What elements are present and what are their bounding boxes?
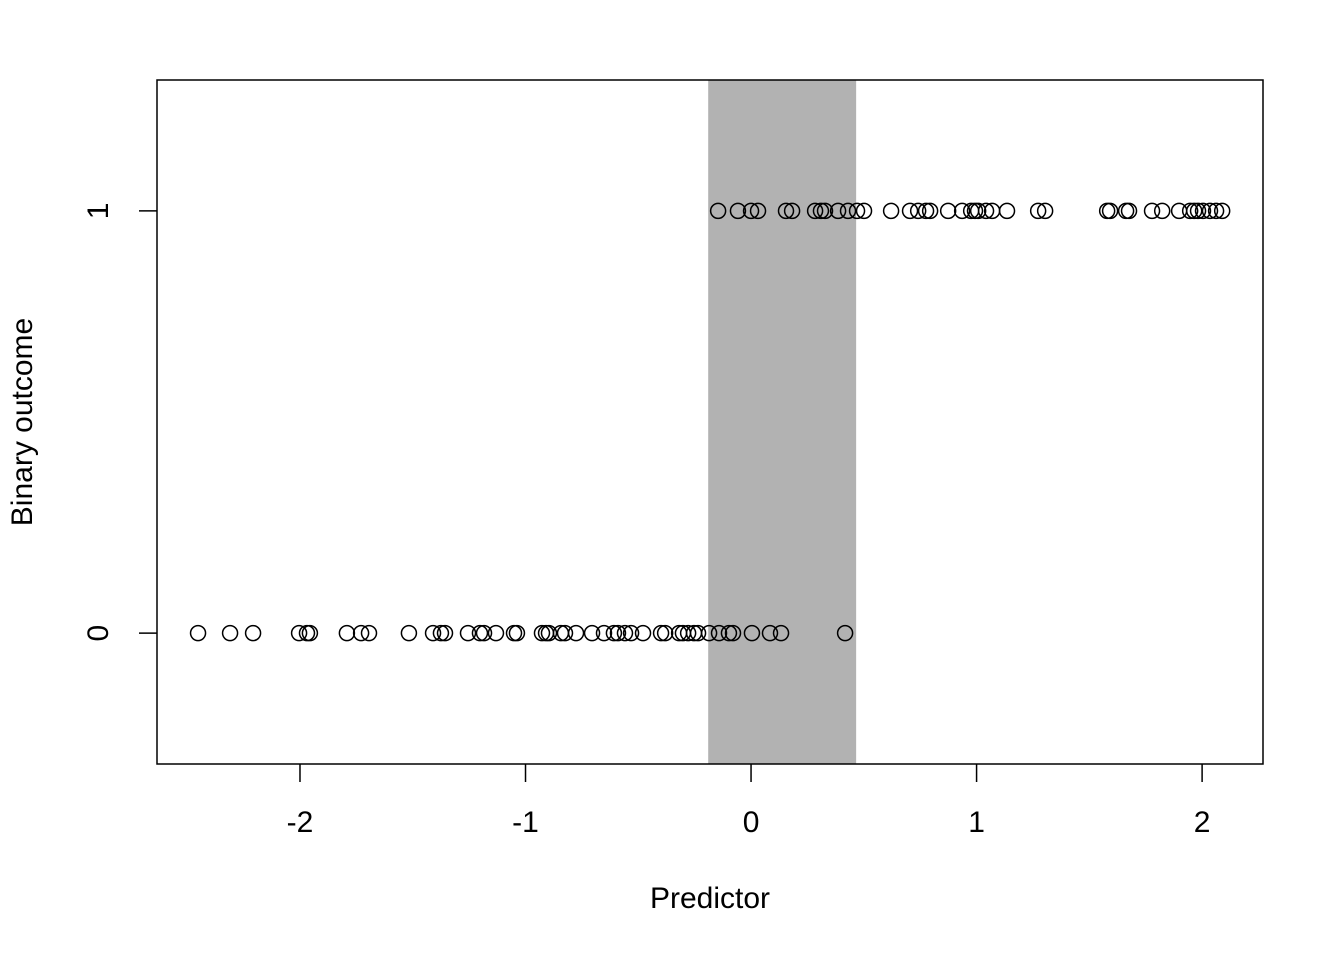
point <box>352 624 370 642</box>
x-tick-label: 1 <box>968 806 985 839</box>
point <box>1189 202 1207 220</box>
point <box>1201 202 1219 220</box>
point <box>917 202 935 220</box>
point <box>656 624 674 642</box>
y-tick-label: 0 <box>82 625 115 642</box>
point <box>471 624 489 642</box>
point <box>921 202 939 220</box>
point <box>1194 202 1212 220</box>
x-axis-label: Predictor <box>650 882 770 915</box>
point <box>400 624 418 642</box>
y-tick-label: 1 <box>82 203 115 220</box>
point <box>475 624 493 642</box>
point <box>221 624 239 642</box>
point <box>969 202 987 220</box>
point <box>1207 202 1225 220</box>
point <box>1213 202 1231 220</box>
point <box>634 624 652 642</box>
point <box>540 624 558 642</box>
point <box>777 202 795 220</box>
point <box>724 624 742 642</box>
point <box>855 202 873 220</box>
point <box>700 624 718 642</box>
y-axis-label: Binary outcome <box>6 318 39 526</box>
point <box>720 624 738 642</box>
point <box>508 624 526 642</box>
point <box>301 624 319 642</box>
point <box>783 202 801 220</box>
point <box>742 202 760 220</box>
point <box>567 624 585 642</box>
point <box>812 202 830 220</box>
point <box>533 624 551 642</box>
point <box>816 202 834 220</box>
point <box>901 202 919 220</box>
point <box>652 624 670 642</box>
point <box>360 624 378 642</box>
point <box>761 624 779 642</box>
point <box>806 202 824 220</box>
point <box>749 202 767 220</box>
point <box>556 624 574 642</box>
point <box>939 202 957 220</box>
point <box>729 202 747 220</box>
point <box>244 624 262 642</box>
point <box>909 202 927 220</box>
point <box>679 624 697 642</box>
x-tick-label: 0 <box>743 806 760 839</box>
point <box>1185 202 1203 220</box>
point <box>689 624 707 642</box>
point <box>290 624 308 642</box>
x-tick-label: -2 <box>287 806 314 839</box>
point <box>977 202 995 220</box>
point <box>670 624 688 642</box>
point <box>1153 202 1171 220</box>
point <box>743 624 761 642</box>
point <box>459 624 477 642</box>
point <box>1029 202 1047 220</box>
point <box>998 202 1016 220</box>
point <box>609 624 627 642</box>
point <box>882 202 900 220</box>
point <box>709 202 727 220</box>
shaded-region <box>708 80 857 764</box>
point <box>1036 202 1054 220</box>
point <box>595 624 613 642</box>
point <box>1143 202 1161 220</box>
point <box>487 624 505 642</box>
x-tick-label: -1 <box>512 806 539 839</box>
point <box>1181 202 1199 220</box>
point <box>189 624 207 642</box>
plot-frame <box>156 79 1264 765</box>
point <box>836 624 854 642</box>
point <box>1120 202 1138 220</box>
point <box>605 624 623 642</box>
x-tick-label: 2 <box>1194 806 1211 839</box>
point <box>552 624 570 642</box>
point <box>436 624 454 642</box>
point <box>622 624 640 642</box>
point <box>424 624 442 642</box>
point <box>1101 202 1119 220</box>
point <box>839 202 857 220</box>
point <box>338 624 356 642</box>
point <box>772 624 790 642</box>
point <box>616 624 634 642</box>
point <box>583 624 601 642</box>
point <box>848 202 866 220</box>
point <box>432 624 450 642</box>
point <box>829 202 847 220</box>
point <box>953 202 971 220</box>
point <box>710 624 728 642</box>
